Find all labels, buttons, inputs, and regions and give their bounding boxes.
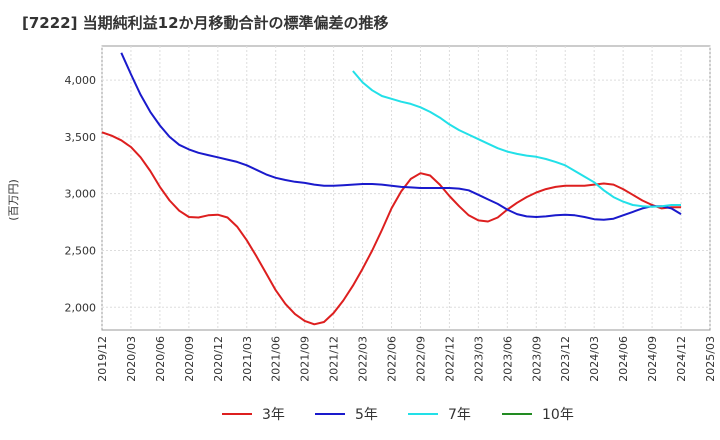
- legend-label: 5年: [355, 407, 378, 423]
- x-tick-label: 2023/03: [472, 336, 485, 382]
- legend-label: 7年: [448, 407, 471, 423]
- x-tick-label: 2022/03: [357, 336, 370, 382]
- legend-label: 10年: [542, 407, 574, 423]
- x-tick-label: 2020/06: [154, 336, 167, 382]
- y-tick-label: 2,500: [65, 244, 97, 257]
- y-tick-label: 2,000: [65, 301, 97, 314]
- series-layer: [101, 52, 682, 326]
- x-tick-label: 2024/09: [646, 336, 659, 382]
- x-tick-label: 2020/12: [212, 336, 225, 382]
- x-tick-label: 2021/12: [328, 336, 341, 382]
- axis-layer: 2019/12 2020/03 2020/06 2020/09 2020/12 2021/…: [65, 74, 718, 382]
- y-tick-label: 3,000: [65, 188, 97, 201]
- x-tick-label: 2020/03: [125, 336, 138, 382]
- y-axis-label: (百万円): [7, 179, 20, 221]
- x-tick-label: 2021/06: [270, 336, 283, 382]
- x-tick-label: 2022/06: [386, 336, 399, 382]
- x-tick-label: 2024/06: [617, 336, 630, 382]
- legend: 3年 5年 7年 10年: [222, 407, 574, 423]
- series-line-5年: [120, 52, 682, 221]
- x-tick-label: 2021/03: [241, 336, 254, 382]
- x-tick-label: 2021/09: [299, 336, 312, 382]
- y-tick-label: 4,000: [65, 74, 97, 87]
- x-tick-label: 2024/12: [675, 336, 688, 382]
- x-tick-label: 2023/09: [530, 336, 543, 382]
- chart-title: [7222] 当期純利益12か月移動合計の標準偏差の推移: [22, 14, 389, 32]
- x-tick-label: 2022/12: [443, 336, 456, 382]
- x-tick-label: 2020/09: [183, 336, 196, 382]
- x-tick-label: 2023/12: [559, 336, 572, 382]
- y-tick-label: 3,500: [65, 131, 97, 144]
- x-tick-label: 2024/03: [588, 336, 601, 382]
- series-line-7年: [352, 70, 681, 208]
- x-tick-label: 2023/06: [501, 336, 514, 382]
- x-tick-label: 2025/03: [704, 336, 717, 382]
- legend-label: 3年: [262, 407, 285, 423]
- x-tick-label: 2019/12: [96, 336, 109, 382]
- x-tick-label: 2022/09: [414, 336, 427, 382]
- series-line-3年: [101, 131, 681, 326]
